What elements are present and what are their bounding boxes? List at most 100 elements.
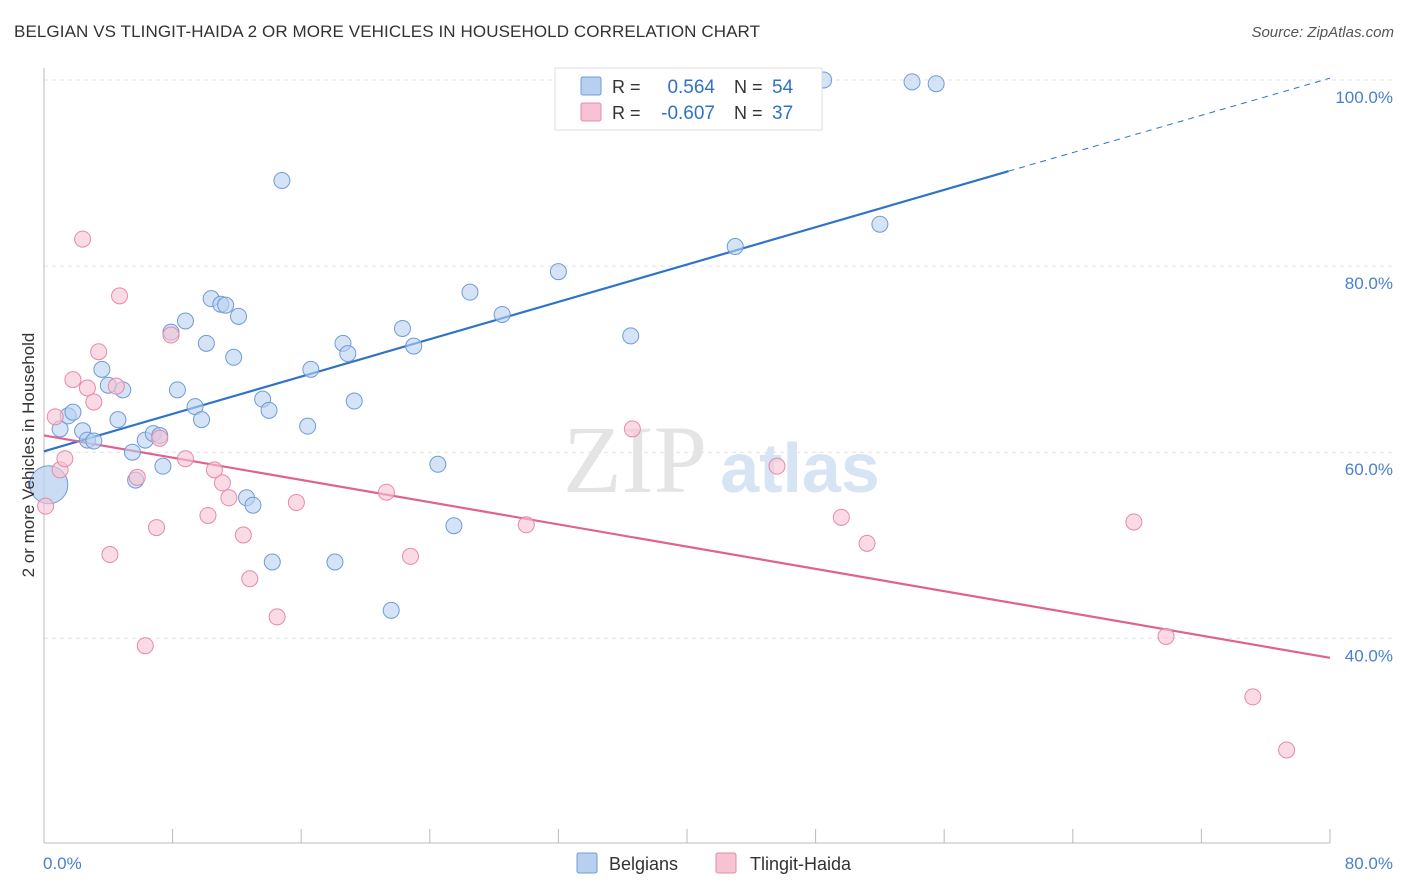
legend-n-label-belgians: N = [734,77,763,97]
point-tlingit-14 [148,519,166,537]
y-tick-label-3: 100.0% [1335,88,1393,107]
point-tlingit-0 [37,497,55,515]
point-belgians-35 [302,360,320,378]
point-tlingit-4 [64,371,82,389]
watermark: ZIP atlas [563,406,880,513]
legend-r-label-tlingit: R = [612,103,641,123]
point-tlingit-1 [46,408,64,426]
point-belgians-52 [903,73,921,91]
grid-lines [44,79,1395,639]
y-axis-label: 2 or more Vehicles in Household [19,333,38,578]
point-tlingit-26 [377,483,395,501]
point-belgians-49 [726,238,744,256]
point-tlingit-32 [858,534,876,552]
point-tlingit-13 [136,637,154,655]
point-tlingit-7 [85,393,103,411]
point-tlingit-23 [241,570,259,588]
point-belgians-45 [461,283,479,301]
point-belgians-39 [345,392,363,410]
legend-n-value-belgians: 54 [772,77,794,98]
watermark-atlas: atlas [720,429,880,507]
point-tlingit-12 [128,468,146,486]
point-tlingit-15 [151,429,169,447]
data-points [29,71,1296,759]
axes [43,68,1331,844]
point-tlingit-24 [268,608,286,626]
point-tlingit-10 [107,377,125,395]
legend-n-label-tlingit: N = [734,103,763,123]
point-belgians-40 [382,601,400,619]
bottom-legend-swatch-tlingit [715,852,737,874]
chart-title: BELGIAN VS TLINGIT-HAIDA 2 OR MORE VEHIC… [14,22,761,41]
series-legend: Belgians Tlingit-Haida [576,852,852,874]
point-tlingit-8 [90,343,108,361]
point-belgians-25 [217,296,235,314]
legend-r-value-tlingit: -0.607 [661,103,715,124]
point-tlingit-33 [1125,513,1143,531]
point-belgians-18 [168,381,186,399]
point-belgians-51 [871,215,889,233]
point-belgians-41 [393,319,411,337]
legend-swatch-belgians [580,76,602,96]
point-tlingit-28 [517,516,535,534]
bottom-legend-swatch-belgians [576,852,598,874]
point-tlingit-9 [101,546,119,564]
point-belgians-42 [405,337,423,355]
point-belgians-9 [109,411,127,429]
trend-lines [43,77,1331,659]
x-tick-label-min: 0.0% [43,854,82,873]
y-tick-label-0: 40.0% [1345,646,1393,665]
point-belgians-7 [93,360,111,378]
point-tlingit-18 [199,506,217,524]
point-belgians-43 [429,455,447,473]
point-tlingit-19 [205,461,223,479]
point-tlingit-22 [234,526,252,544]
legend-r-label-belgians: R = [612,77,641,97]
point-tlingit-29 [623,420,641,438]
legend-r-value-belgians: 0.564 [667,77,715,98]
point-tlingit-31 [832,508,850,526]
x-tick-label-max: 80.0% [1345,854,1393,873]
point-tlingit-30 [768,457,786,475]
bottom-legend-label-belgians: Belgians [609,854,678,874]
point-belgians-19 [176,312,194,330]
point-belgians-22 [197,334,215,352]
stats-legend: R = 0.564 N = 54 R = -0.607 N = 37 [554,67,823,131]
point-belgians-47 [549,263,567,281]
point-belgians-26 [225,348,243,366]
point-tlingit-17 [176,450,194,468]
point-belgians-21 [193,411,211,429]
point-belgians-46 [493,305,511,323]
point-tlingit-3 [56,450,74,468]
point-belgians-32 [263,553,281,571]
point-belgians-3 [64,403,82,421]
y-tick-label-1: 60.0% [1345,460,1393,479]
legend-n-value-tlingit: 37 [772,103,793,124]
y-tick-label-2: 80.0% [1345,274,1393,293]
point-belgians-16 [154,457,172,475]
source-credit: Source: ZipAtlas.com [1251,24,1394,41]
y-tick-labels: 40.0% 60.0% 80.0% 100.0% [1335,88,1393,665]
point-belgians-29 [244,496,262,514]
trend-line-belgians [43,170,1009,453]
point-tlingit-34 [1157,627,1175,645]
point-belgians-44 [445,517,463,535]
point-tlingit-6 [78,379,96,397]
point-belgians-11 [123,443,141,461]
point-tlingit-21 [220,489,238,507]
trend-line-tlingit [43,434,1331,659]
legend-swatch-tlingit [580,102,602,122]
point-belgians-31 [260,401,278,419]
point-tlingit-36 [1278,741,1296,759]
point-belgians-36 [326,553,344,571]
point-tlingit-11 [111,287,129,305]
trend-line-belgians-extension [1008,77,1331,172]
point-tlingit-16 [162,326,180,344]
point-tlingit-35 [1244,688,1262,706]
point-tlingit-20 [213,474,231,492]
point-tlingit-27 [402,547,420,565]
point-tlingit-25 [287,493,305,511]
point-tlingit-5 [74,230,92,248]
point-belgians-6 [85,432,103,450]
